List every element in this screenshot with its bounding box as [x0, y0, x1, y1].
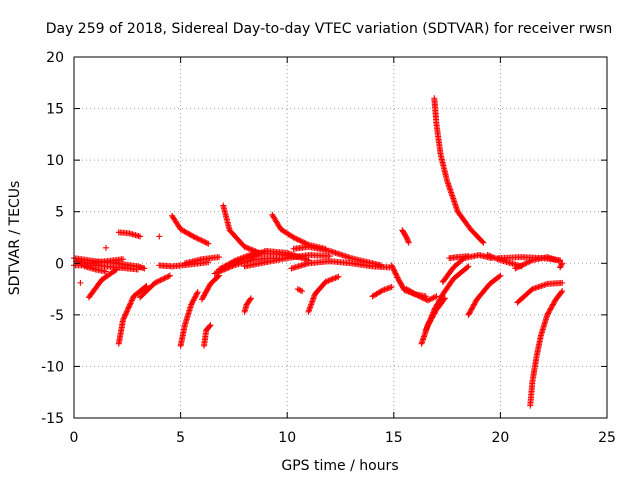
data-series-arc-29: [403, 286, 440, 304]
y-tick-label: 10: [46, 153, 64, 169]
plus-markers: [418, 295, 448, 347]
plus-markers: [137, 272, 173, 301]
plus-markers: [169, 212, 212, 247]
plus-markers: [403, 286, 440, 304]
data-series-arc-41: [557, 260, 566, 271]
data-series-arc-24: [288, 258, 393, 272]
y-tick-label: 0: [55, 256, 64, 272]
data-series-arc-4: [81, 263, 109, 275]
plus-markers: [198, 272, 222, 303]
plus-markers: [201, 322, 214, 349]
data-series-arc-3: [73, 256, 127, 267]
x-axis-label: GPS time / hours: [281, 458, 398, 474]
data-series-arc-32: [431, 95, 487, 246]
tick-layer: 0 5 10 15 20 25 -15 -10 -5 0 5 10 15 20: [41, 50, 616, 446]
plus-markers: [465, 272, 504, 318]
plus-markers: [446, 253, 472, 262]
data-series-arc-35: [465, 272, 504, 318]
x-tick-label: 20: [491, 430, 509, 446]
y-tick-label: -5: [50, 308, 64, 324]
plus-markers: [77, 233, 163, 286]
plus-markers: [220, 202, 263, 256]
y-axis-label: SDTVAR / TECUs: [7, 181, 23, 296]
data-series-arc-12: [181, 254, 222, 267]
data-series-arc-39: [527, 288, 566, 409]
y-tick-label: 15: [46, 102, 64, 118]
plus-markers: [85, 266, 120, 301]
plus-markers: [514, 279, 566, 306]
data-series-arc-30: [418, 295, 448, 347]
data-series-arc-21: [269, 211, 329, 252]
plus-markers: [512, 254, 564, 272]
plus-markers: [369, 284, 395, 300]
data-series-arc-5: [85, 266, 120, 301]
data-series-arc-20: [241, 295, 254, 315]
data-series-arc-31: [422, 263, 472, 334]
plus-markers: [399, 227, 412, 246]
data-series-arc-11: [177, 289, 201, 349]
data-series-arc-27: [388, 262, 429, 300]
data-series-arc-7: [115, 229, 144, 240]
plus-markers: [81, 263, 109, 275]
data-series-arc-34: [446, 253, 472, 262]
y-tick-label: 5: [55, 205, 64, 221]
x-tick-label: 5: [176, 430, 185, 446]
plus-markers: [422, 263, 472, 334]
data-series-arc-14: [201, 322, 214, 349]
plus-markers: [527, 288, 566, 409]
data-series-arc-8: [137, 272, 173, 301]
data-series-arc-22: [290, 243, 385, 269]
plot-frame: [73, 56, 608, 419]
data-series-arc-13: [198, 272, 222, 303]
y-tick-label: -15: [41, 411, 64, 427]
plus-markers: [388, 262, 429, 300]
data-series-arc-10: [169, 212, 212, 247]
data-series-arc-6: [115, 282, 150, 347]
plus-markers: [73, 256, 127, 267]
data-series-arc-15: [220, 202, 263, 256]
plus-markers: [241, 252, 333, 270]
x-tick-label: 0: [70, 430, 79, 446]
y-tick-label: -10: [41, 359, 64, 375]
data-series-arc-23: [294, 286, 306, 295]
plus-markers: [557, 260, 566, 271]
data-series-arc-28: [399, 227, 412, 246]
plus-markers: [305, 273, 342, 315]
plus-markers: [431, 95, 487, 246]
plus-markers: [294, 286, 306, 295]
x-tick-label: 10: [278, 430, 296, 446]
data-series-arc-40: [514, 279, 566, 306]
plus-markers: [181, 254, 222, 267]
plus-markers: [115, 229, 144, 240]
x-tick-label: 25: [598, 430, 616, 446]
marks-layer: [71, 95, 566, 409]
data-series-arc-42: [77, 233, 163, 286]
grid-layer: [74, 57, 607, 418]
plus-markers: [115, 282, 150, 347]
plus-markers: [288, 258, 393, 272]
plus-markers: [290, 243, 385, 269]
data-series-arc-19: [241, 252, 333, 270]
plus-markers: [269, 211, 329, 252]
data-series-arc-25: [305, 273, 342, 315]
plus-markers: [241, 295, 254, 315]
plus-markers: [177, 289, 201, 349]
chart-title: Day 259 of 2018, Sidereal Day-to-day VTE…: [46, 21, 613, 37]
x-tick-label: 15: [385, 430, 403, 446]
data-series-arc-38: [512, 254, 564, 272]
data-series-arc-26: [369, 284, 395, 300]
y-tick-label: 20: [46, 50, 64, 66]
